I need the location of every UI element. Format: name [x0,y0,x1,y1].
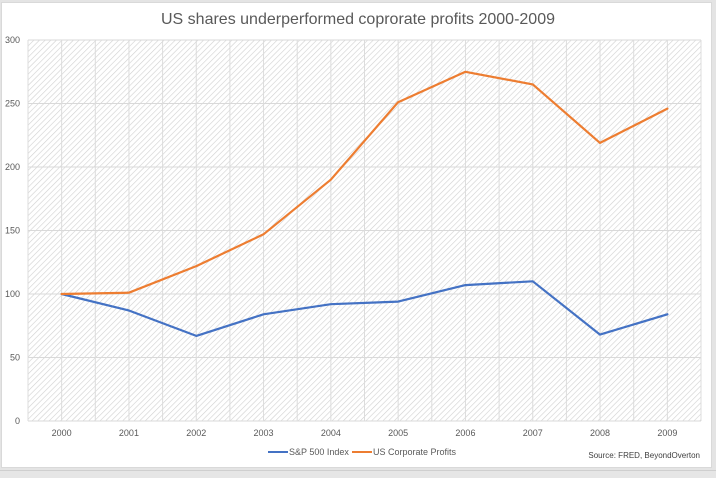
x-tick-label: 2008 [590,428,610,438]
legend-label: US Corporate Profits [373,447,457,457]
y-tick-label: 300 [5,35,20,45]
y-tick-label: 200 [5,162,20,172]
y-tick-label: 250 [5,99,20,109]
x-axis-ticks: 2000 2001 2002 2003 2004 2005 2006 2007 2008 2009 [52,428,678,438]
chart-title: US shares underperformed coprorate profi… [161,11,555,28]
x-tick-label: 2009 [657,428,677,438]
legend-label: S&P 500 Index [289,447,349,457]
legend: S&P 500 Index US Corporate Profits [268,447,457,457]
y-tick-label: 0 [15,416,20,426]
y-axis-ticks: 0 50 100 150 200 250 300 [5,35,20,426]
x-tick-label: 2005 [388,428,408,438]
x-tick-label: 2007 [523,428,543,438]
y-tick-label: 150 [5,226,20,236]
x-tick-label: 2003 [254,428,274,438]
x-tick-label: 2002 [186,428,206,438]
y-tick-label: 100 [5,289,20,299]
gridlines [28,40,701,421]
source-annotation: Source: FRED, BeyondOverton [588,451,700,460]
x-tick-label: 2001 [119,428,139,438]
x-tick-label: 2000 [52,428,72,438]
x-tick-label: 2004 [321,428,341,438]
x-tick-label: 2006 [455,428,475,438]
y-tick-label: 50 [10,353,20,363]
